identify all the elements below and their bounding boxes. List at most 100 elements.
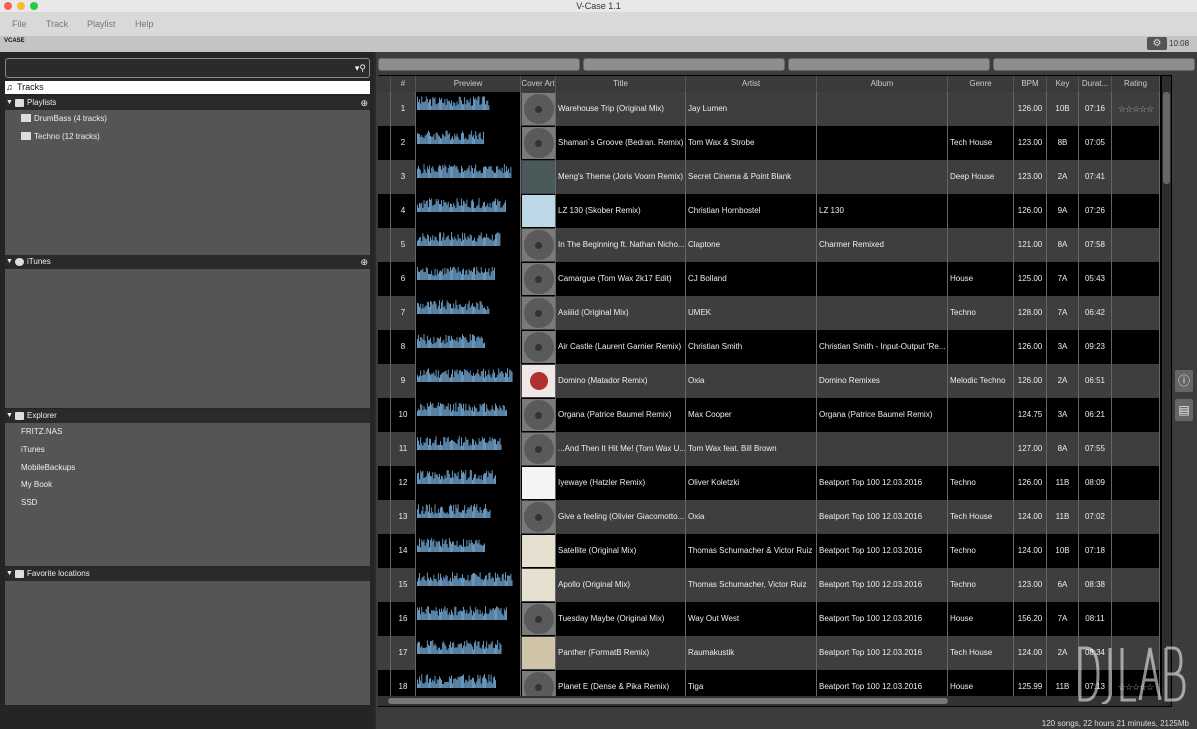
column-header[interactable]: Genre (948, 76, 1014, 92)
favorites-header[interactable]: ▼ Favorite locations (5, 567, 370, 581)
table-row[interactable]: 14 Satellite (Original Mix) Thomas Schumac… (378, 534, 1160, 568)
waveform-preview[interactable] (416, 500, 521, 534)
track-rating[interactable] (1112, 568, 1160, 602)
waveform-preview[interactable] (416, 228, 521, 262)
track-rating[interactable]: ☆☆☆☆☆ (1112, 92, 1160, 126)
waveform-preview[interactable] (416, 194, 521, 228)
column-header[interactable]: Preview (416, 76, 521, 92)
table-row[interactable]: 7 Asiiiid (Original Mix) UMEK Techno 128.00 7… (378, 296, 1160, 330)
explorer-item[interactable]: FRITZ.NAS (21, 427, 63, 436)
table-row[interactable]: 15 Apollo (Original Mix) Thomas Schumacher… (378, 568, 1160, 602)
column-header[interactable]: Album (817, 76, 948, 92)
waveform-preview[interactable] (416, 466, 521, 500)
filter-field[interactable] (788, 58, 990, 71)
notes-icon[interactable]: ▤ (1175, 399, 1193, 421)
expand-triangle-icon[interactable]: ▼ (6, 570, 13, 577)
track-rating[interactable] (1112, 364, 1160, 398)
track-rating[interactable] (1112, 126, 1160, 160)
column-header[interactable]: Key (1047, 76, 1079, 92)
scrollbar-thumb[interactable] (1163, 92, 1170, 184)
track-rating[interactable] (1112, 194, 1160, 228)
info-icon[interactable]: ⓘ (1175, 370, 1193, 392)
expand-triangle-icon[interactable]: ▼ (6, 258, 13, 265)
expand-triangle-icon[interactable]: ▼ (6, 99, 13, 106)
waveform-preview[interactable] (416, 534, 521, 568)
filter-field[interactable] (993, 58, 1195, 71)
waveform-preview[interactable] (416, 568, 521, 602)
menu-file[interactable]: File (12, 19, 27, 29)
waveform-preview[interactable] (416, 398, 521, 432)
search-input[interactable]: ▾⚲ (5, 58, 370, 78)
itunes-header[interactable]: ▼ iTunes ⊕ (5, 255, 370, 269)
horizontal-scrollbar[interactable] (378, 696, 1162, 706)
filter-field[interactable] (583, 58, 785, 71)
column-header[interactable]: Durat... (1079, 76, 1112, 92)
playlist-item[interactable]: Techno (12 tracks) (21, 132, 100, 141)
waveform-preview[interactable] (416, 126, 521, 160)
track-rating[interactable] (1112, 466, 1160, 500)
track-rating[interactable] (1112, 228, 1160, 262)
explorer-item[interactable]: My Book (21, 480, 53, 489)
explorer-header[interactable]: ▼ Explorer (5, 409, 370, 423)
table-row[interactable]: 5 In The Beginning ft. Nathan Nicho... Cla… (378, 228, 1160, 262)
waveform-preview[interactable] (416, 670, 521, 704)
menu-help[interactable]: Help (135, 19, 154, 29)
star-rating-icon[interactable]: ☆☆☆☆☆ (1117, 104, 1154, 114)
track-rating[interactable] (1112, 160, 1160, 194)
track-rating[interactable] (1112, 636, 1160, 670)
table-row[interactable]: 6 Camargue (Tom Wax 2k17 Edit) CJ Bolland H… (378, 262, 1160, 296)
table-row[interactable]: 13 Give a feeling (Olivier Giacomotto... O… (378, 500, 1160, 534)
gear-icon[interactable]: ⚙ (1147, 37, 1167, 50)
explorer-item[interactable]: iTunes (21, 445, 45, 454)
expand-triangle-icon[interactable]: ▼ (6, 412, 13, 419)
explorer-item[interactable]: SSD (21, 498, 38, 507)
table-row[interactable]: 9 Domino (Matador Remix) Oxia Domino Remixe… (378, 364, 1160, 398)
waveform-preview[interactable] (416, 262, 521, 296)
track-rating[interactable] (1112, 432, 1160, 466)
track-rating[interactable] (1112, 500, 1160, 534)
waveform-preview[interactable] (416, 636, 521, 670)
add-playlist-icon[interactable]: ⊕ (360, 98, 368, 108)
maximize-button[interactable] (30, 2, 38, 10)
column-header[interactable]: BPM (1014, 76, 1047, 92)
vertical-scrollbar[interactable] (1162, 76, 1171, 706)
search-icon[interactable]: ▾⚲ (354, 63, 366, 73)
filter-field[interactable] (378, 58, 580, 71)
column-header[interactable]: Title (556, 76, 686, 92)
playlist-item[interactable]: DrumBass (4 tracks) (21, 114, 107, 123)
add-itunes-icon[interactable]: ⊕ (360, 257, 368, 267)
menu-playlist[interactable]: Playlist (87, 19, 116, 29)
waveform-preview[interactable] (416, 160, 521, 194)
track-rating[interactable] (1112, 296, 1160, 330)
waveform-preview[interactable] (416, 92, 521, 126)
table-row[interactable]: 8 Air Castle (Laurent Garnier Remix) Chris… (378, 330, 1160, 364)
table-row[interactable]: 17 Panther (FormatB Remix) Raumakustik Beat… (378, 636, 1160, 670)
table-row[interactable]: 3 Meng's Theme (Joris Voorn Remix) Secret … (378, 160, 1160, 194)
column-header[interactable]: Rating (1112, 76, 1160, 92)
table-row[interactable]: 16 Tuesday Maybe (Original Mix) Way Out We… (378, 602, 1160, 636)
track-rating[interactable] (1112, 534, 1160, 568)
table-row[interactable]: 4 LZ 130 (Skober Remix) Christian Hornbost… (378, 194, 1160, 228)
waveform-preview[interactable] (416, 330, 521, 364)
sidebar-item-tracks[interactable]: ♫ Tracks (5, 81, 370, 94)
star-rating-icon[interactable]: ☆☆☆☆☆ (1117, 682, 1154, 692)
waveform-preview[interactable] (416, 364, 521, 398)
track-rating[interactable] (1112, 330, 1160, 364)
waveform-preview[interactable] (416, 602, 521, 636)
playlists-header[interactable]: ▼ Playlists ⊕ (5, 96, 370, 110)
waveform-preview[interactable] (416, 432, 521, 466)
table-row[interactable]: 12 Iyewaye (Hatzler Remix) Oliver Koletzki… (378, 466, 1160, 500)
table-row[interactable]: 11 ...And Then It Hit Me! (Tom Wax U... To… (378, 432, 1160, 466)
track-rating[interactable] (1112, 262, 1160, 296)
column-header[interactable]: Cover Art (521, 76, 556, 92)
minimize-button[interactable] (17, 2, 25, 10)
menu-track[interactable]: Track (46, 19, 69, 29)
track-rating[interactable] (1112, 398, 1160, 432)
close-button[interactable] (4, 2, 12, 10)
table-row[interactable]: 2 Shaman´s Groove (Bedran. Remix) Tom Wax … (378, 126, 1160, 160)
column-header[interactable]: # (391, 76, 416, 92)
explorer-item[interactable]: MobileBackups (21, 463, 76, 472)
column-header[interactable]: Artist (686, 76, 817, 92)
table-row[interactable]: 1 Warehouse Trip (Original Mix) Jay Lumen 1… (378, 92, 1160, 126)
track-rating[interactable] (1112, 602, 1160, 636)
